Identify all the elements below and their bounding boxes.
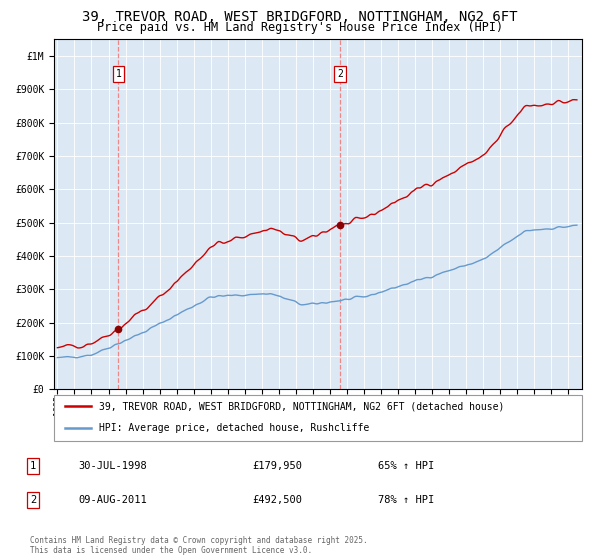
Text: Contains HM Land Registry data © Crown copyright and database right 2025.
This d: Contains HM Land Registry data © Crown c… xyxy=(30,536,368,556)
FancyBboxPatch shape xyxy=(54,395,582,441)
Text: 2: 2 xyxy=(337,69,343,79)
Text: Price paid vs. HM Land Registry's House Price Index (HPI): Price paid vs. HM Land Registry's House … xyxy=(97,21,503,34)
Text: 30-JUL-1998: 30-JUL-1998 xyxy=(78,461,147,471)
Text: 1: 1 xyxy=(30,461,36,471)
Text: 09-AUG-2011: 09-AUG-2011 xyxy=(78,495,147,505)
Text: 39, TREVOR ROAD, WEST BRIDGFORD, NOTTINGHAM, NG2 6FT (detached house): 39, TREVOR ROAD, WEST BRIDGFORD, NOTTING… xyxy=(99,402,504,411)
Text: 2: 2 xyxy=(30,495,36,505)
Text: £492,500: £492,500 xyxy=(252,495,302,505)
Text: 65% ↑ HPI: 65% ↑ HPI xyxy=(378,461,434,471)
Text: HPI: Average price, detached house, Rushcliffe: HPI: Average price, detached house, Rush… xyxy=(99,423,369,433)
Text: 39, TREVOR ROAD, WEST BRIDGFORD, NOTTINGHAM, NG2 6FT: 39, TREVOR ROAD, WEST BRIDGFORD, NOTTING… xyxy=(82,10,518,24)
Text: £179,950: £179,950 xyxy=(252,461,302,471)
Text: 1: 1 xyxy=(115,69,121,79)
Text: 78% ↑ HPI: 78% ↑ HPI xyxy=(378,495,434,505)
